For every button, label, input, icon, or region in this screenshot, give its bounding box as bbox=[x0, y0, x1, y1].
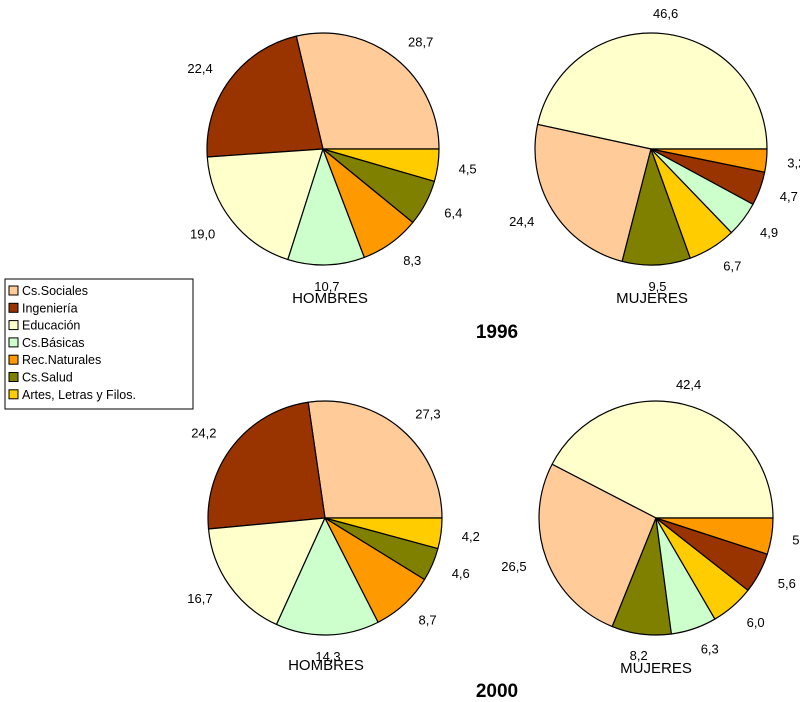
legend-swatch-cs-sociales bbox=[8, 285, 19, 296]
legend-swatch-cs-basicas bbox=[8, 337, 19, 348]
legend-label-cs-sociales: Cs.Sociales bbox=[22, 284, 88, 298]
data-label-artes-letras-y-filos: 6,0 bbox=[747, 615, 765, 630]
legend-swatch-artes-letras-y-filos bbox=[8, 389, 19, 400]
legend-label-cs-basicas: Cs.Básicas bbox=[22, 336, 85, 350]
data-label-cs-salud: 9,5 bbox=[648, 279, 666, 294]
data-label-cs-sociales: 24,4 bbox=[509, 214, 534, 229]
pie-slice-cs-basicas bbox=[287, 148, 365, 266]
legend-label-educacion: Educación bbox=[22, 319, 80, 333]
data-label-cs-basicas: 14,3 bbox=[315, 649, 340, 664]
data-label-cs-salud: 6,4 bbox=[444, 206, 462, 221]
data-label-ingenieria: 4,7 bbox=[780, 189, 798, 204]
data-label-ingenieria: 5,6 bbox=[778, 576, 796, 591]
pie-subtitle: MUJERES bbox=[620, 660, 692, 677]
data-label-artes-letras-y-filos: 4,2 bbox=[462, 529, 480, 544]
pie-1996-mujeres: 46,6 24,4 9,5 6,7 4,9 4,7 3,2 MUJERES bbox=[509, 6, 800, 307]
pie-2000-hombres: 27,3 24,2 16,7 14,3 8,7 4,6 4,2 HOMBRES bbox=[187, 400, 480, 674]
data-label-artes-letras-y-filos: 6,7 bbox=[723, 258, 741, 273]
data-label-cs-salud: 4,6 bbox=[452, 566, 470, 581]
data-label-cs-sociales: 26,5 bbox=[501, 559, 526, 574]
data-label-artes-letras-y-filos: 4,5 bbox=[459, 161, 477, 176]
pie-slice-educacion bbox=[551, 400, 774, 519]
legend-label-ingenieria: Ingeniería bbox=[22, 301, 78, 315]
year-label-2000: 2000 bbox=[476, 681, 518, 702]
data-label-rec-naturales: 8,3 bbox=[403, 253, 421, 268]
legend-items: Cs.Sociales Ingeniería Educación Cs.Básicas… bbox=[8, 284, 136, 402]
pie-slice-ingenieria bbox=[207, 401, 326, 530]
data-label-educacion: 42,4 bbox=[676, 377, 701, 392]
data-label-cs-basicas: 10,7 bbox=[314, 279, 339, 294]
data-label-cs-salud: 8,2 bbox=[630, 648, 648, 663]
pie-subtitle: HOMBRES bbox=[288, 657, 364, 674]
legend-swatch-educacion bbox=[8, 320, 19, 331]
pie-charts: 28,7 22,4 19,0 10,7 8,3 6,4 4,5 HOMBRES 46,6 24,4… bbox=[187, 6, 800, 677]
data-label-rec-naturales: 5,0 bbox=[792, 533, 800, 548]
pie-slice-artes-letras-y-filos bbox=[324, 517, 443, 550]
legend-swatch-cs-salud bbox=[8, 372, 19, 382]
pie-slice-cs-sociales bbox=[295, 32, 440, 150]
data-label-cs-sociales: 27,3 bbox=[415, 407, 440, 422]
pie-slice-educacion bbox=[537, 32, 768, 150]
data-label-rec-naturales: 3,2 bbox=[787, 156, 800, 171]
legend-swatch-rec-naturales bbox=[8, 354, 19, 365]
pie-slice-ingenieria bbox=[206, 35, 324, 158]
pie-slice-artes-letras-y-filos bbox=[322, 148, 440, 182]
legend-label-artes-letras-y-filos: Artes, Letras y Filos. bbox=[22, 388, 136, 402]
year-label-1996: 1996 bbox=[476, 322, 518, 343]
data-label-ingenieria: 24,2 bbox=[191, 426, 216, 441]
pie-slice-cs-sociales bbox=[538, 463, 657, 628]
pie-subtitle: HOMBRES bbox=[292, 290, 368, 307]
legend: Cs.Sociales Ingeniería Educación Cs.Básicas… bbox=[4, 278, 194, 410]
data-label-cs-basicas: 4,9 bbox=[760, 225, 778, 240]
pie-slice-cs-sociales bbox=[534, 123, 652, 262]
pie-1996-hombres: 28,7 22,4 19,0 10,7 8,3 6,4 4,5 HOMBRES bbox=[187, 32, 477, 307]
pie-slice-cs-basicas bbox=[275, 517, 379, 636]
legend-label-rec-naturales: Rec.Naturales bbox=[22, 353, 101, 367]
data-label-cs-basicas: 6,3 bbox=[701, 642, 719, 657]
data-label-ingenieria: 22,4 bbox=[187, 61, 212, 76]
legend-box bbox=[4, 278, 194, 410]
pie-slice-educacion bbox=[207, 517, 326, 626]
data-label-educacion: 46,6 bbox=[653, 6, 678, 21]
pie-2000-mujeres: 42,4 26,5 8,2 6,3 6,0 5,6 5,0 MUJERES bbox=[501, 377, 800, 677]
data-label-rec-naturales: 8,7 bbox=[419, 613, 437, 628]
pie-slice-educacion bbox=[206, 148, 324, 261]
pie-subtitle: MUJERES bbox=[616, 290, 688, 307]
data-label-educacion: 16,7 bbox=[187, 591, 212, 606]
data-label-cs-sociales: 28,7 bbox=[408, 35, 433, 50]
pie-slice-rec-naturales bbox=[650, 148, 768, 173]
pie-slice-rec-naturales bbox=[655, 517, 774, 555]
legend-swatch-ingenieria bbox=[8, 302, 19, 313]
legend-label-cs-salud: Cs.Salud bbox=[22, 371, 73, 385]
pie-slice-cs-sociales bbox=[307, 400, 443, 519]
data-label-educacion: 19,0 bbox=[190, 227, 215, 242]
